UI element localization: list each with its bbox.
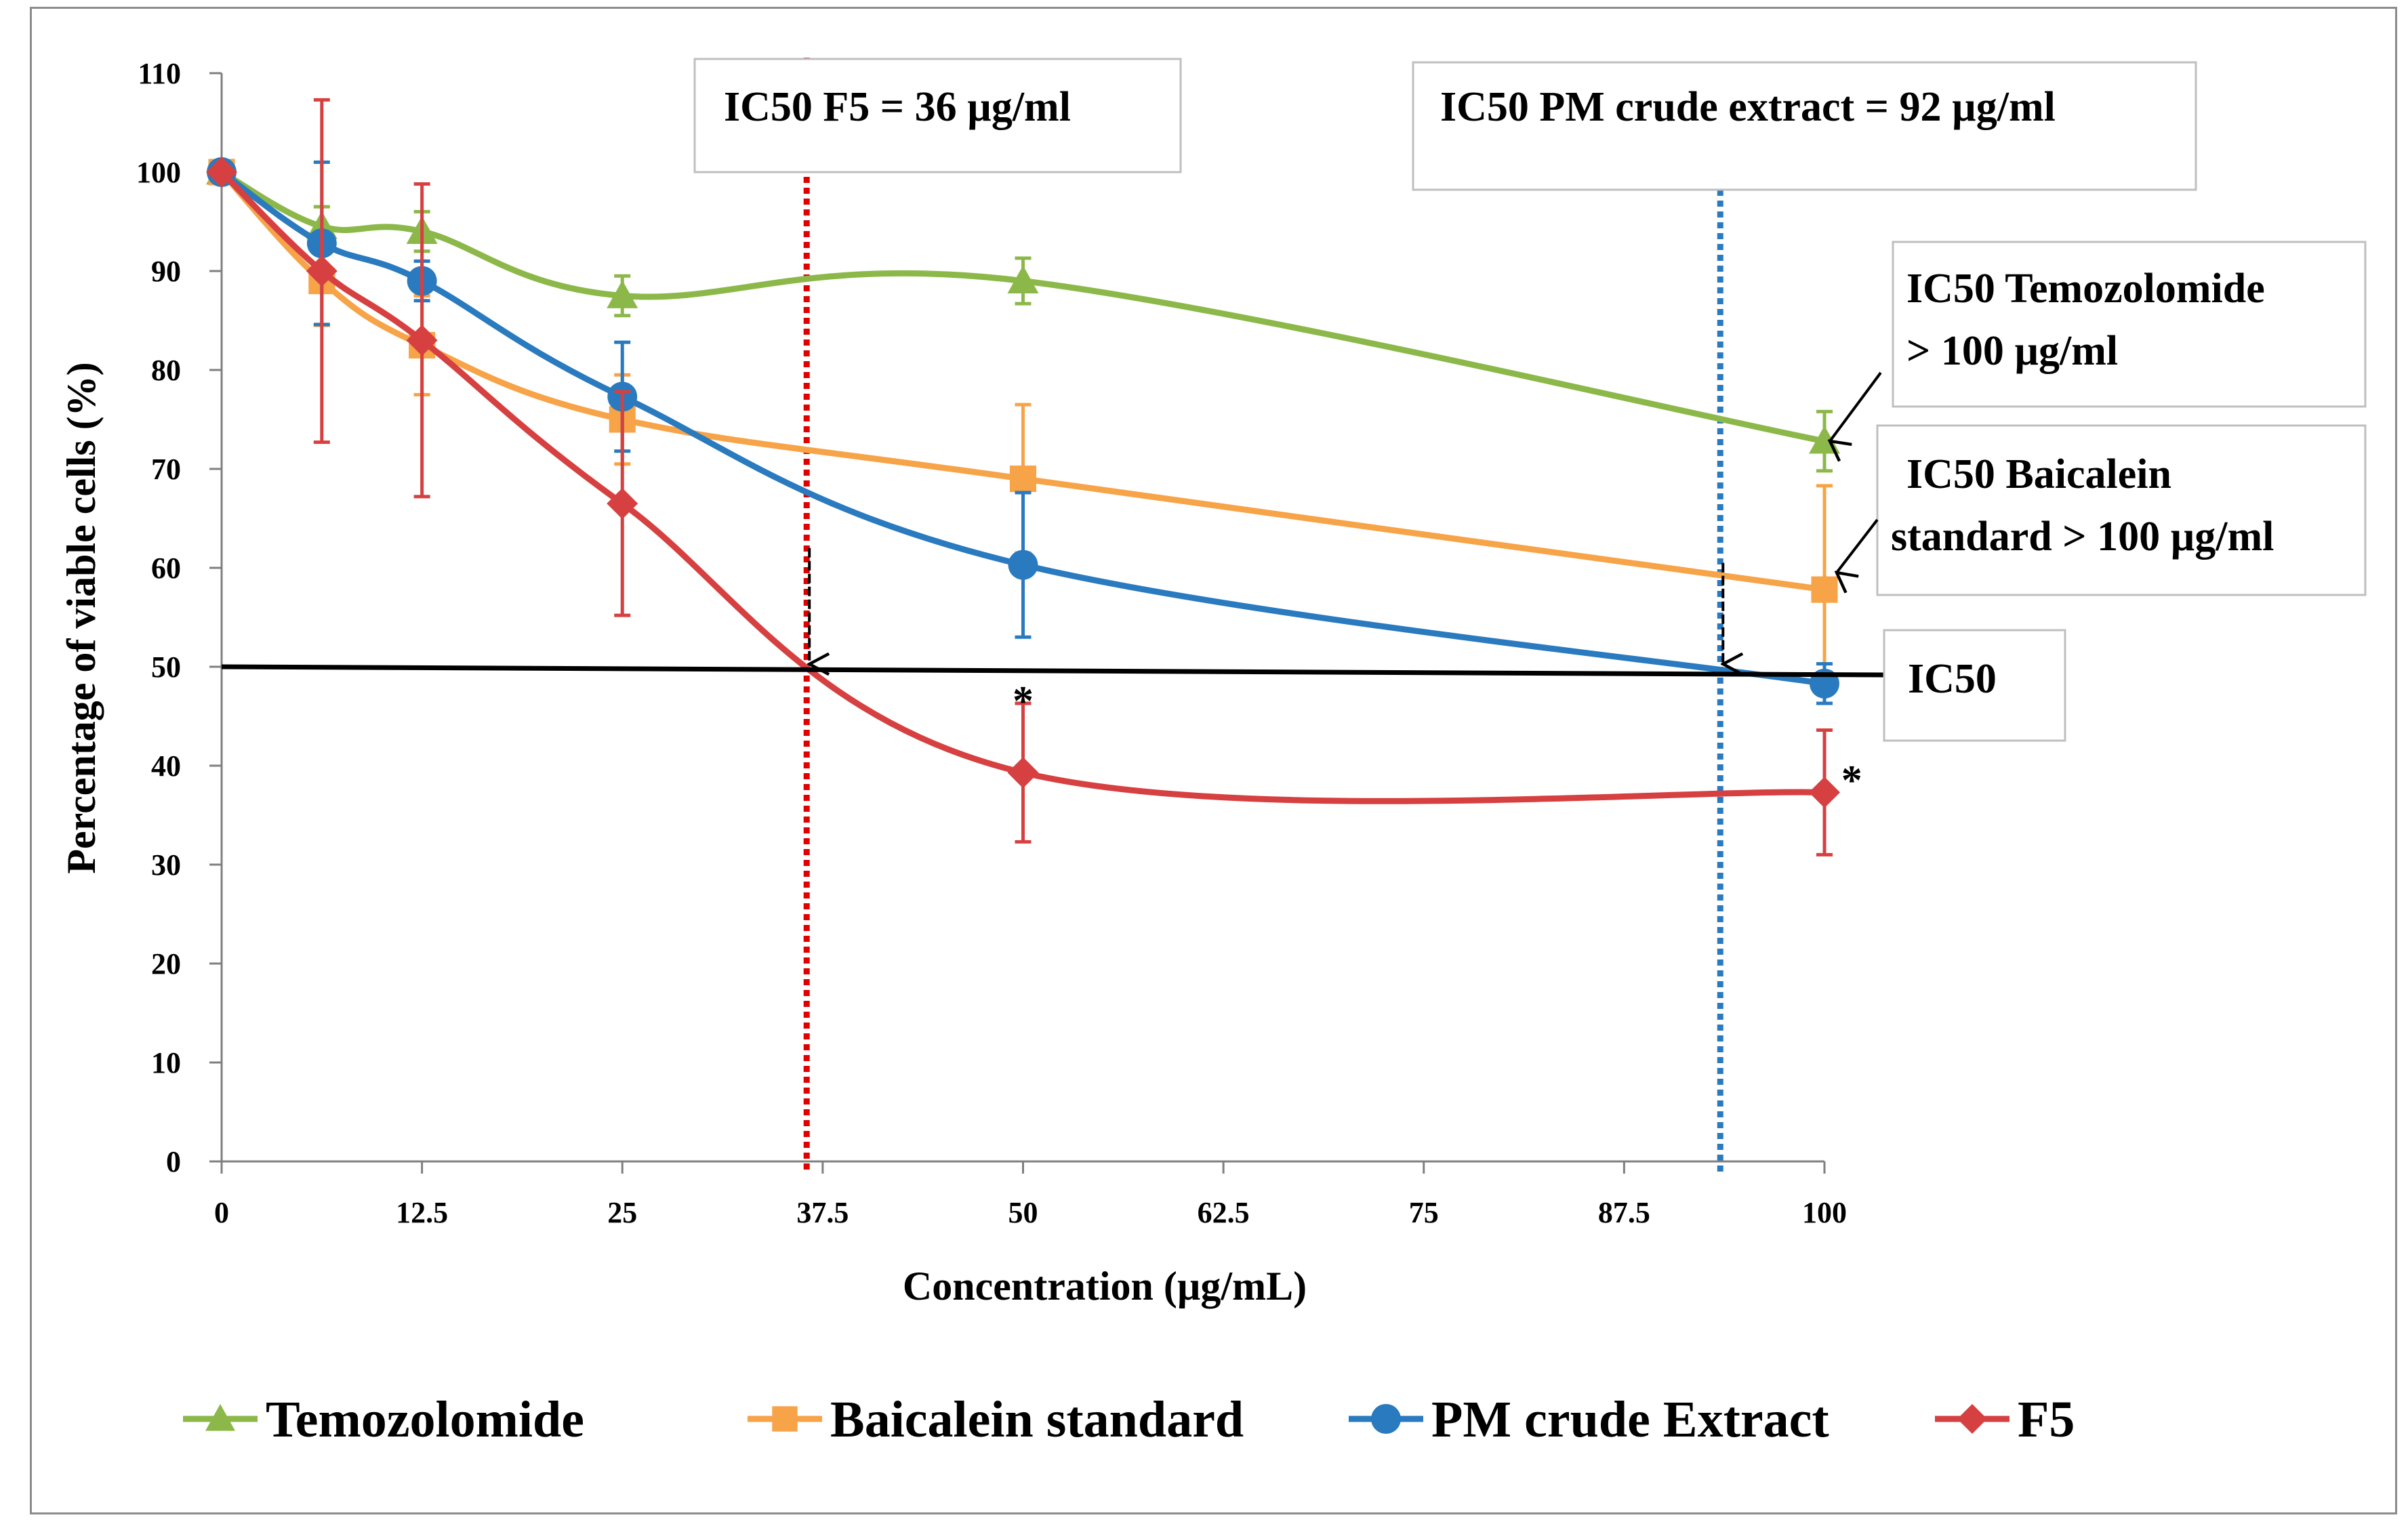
legend-item-pm-crude-extract: PM crude Extract bbox=[1349, 1391, 1829, 1448]
data-point bbox=[1007, 265, 1039, 293]
y-tick-label: 10 bbox=[151, 1046, 181, 1079]
x-tick-label: 50 bbox=[1008, 1196, 1038, 1229]
legend-swatch-marker bbox=[1371, 1404, 1401, 1434]
data-point bbox=[1007, 757, 1039, 789]
annotation-temozolomide-line1: IC50 Temozolomide bbox=[1906, 266, 2265, 312]
legend-label: Baicalein standard bbox=[830, 1391, 1244, 1448]
annotation-baicalein-pointer bbox=[1837, 518, 1879, 573]
annotation-baicalein: IC50 Baicalein standard > 100 µg/ml bbox=[1876, 424, 2367, 596]
y-tick-label: 30 bbox=[151, 848, 181, 882]
ic50-guide-lines bbox=[803, 58, 1723, 1174]
series-line bbox=[219, 169, 1825, 804]
x-tick-label: 75 bbox=[1409, 1196, 1439, 1229]
significance-asterisk: * bbox=[1013, 678, 1034, 724]
significance-marks: ** bbox=[1013, 678, 1862, 804]
legend-label: Temozolomide bbox=[266, 1391, 584, 1448]
annotation-baicalein-line2: standard > 100 µg/ml bbox=[1891, 514, 2274, 560]
legend-item-f5: F5 bbox=[1935, 1391, 2075, 1448]
data-point bbox=[406, 325, 438, 356]
series-f5 bbox=[206, 98, 1840, 856]
data-series bbox=[206, 98, 1840, 856]
significance-asterisk: * bbox=[1841, 758, 1862, 804]
x-tick-label: 62.5 bbox=[1198, 1196, 1250, 1229]
annotation-ic50-text: IC50 bbox=[1908, 656, 1997, 702]
x-tick-label: 25 bbox=[607, 1196, 637, 1229]
legend-swatch-marker bbox=[205, 1404, 235, 1431]
y-tick-label: 50 bbox=[151, 651, 181, 684]
annotation-f5-text: IC50 F5 = 36 µg/ml bbox=[724, 84, 1071, 130]
annotation-f5: IC50 F5 = 36 µg/ml bbox=[693, 58, 1182, 173]
x-tick-label: 87.5 bbox=[1598, 1196, 1650, 1229]
ic50-arrows bbox=[809, 548, 1723, 664]
x-axis-title: Concentration (µg/mL) bbox=[903, 1264, 1307, 1308]
x-tick-label: 100 bbox=[1802, 1196, 1847, 1229]
y-tick-label: 60 bbox=[151, 552, 181, 585]
annotation-temozolomide-pointer bbox=[1830, 371, 1882, 441]
data-point bbox=[607, 488, 638, 520]
annotation-baicalein-line1: IC50 Baicalein bbox=[1906, 451, 2171, 497]
legend-label: F5 bbox=[2018, 1391, 2075, 1448]
legend-item-baicalein-standard: Baicalein standard bbox=[748, 1391, 1244, 1448]
y-tick-label: 90 bbox=[151, 255, 181, 288]
ic50-reference-line bbox=[221, 664, 1885, 678]
series-line bbox=[220, 169, 1825, 445]
annotation-pm: IC50 PM crude extract = 92 µg/ml bbox=[1412, 61, 2197, 191]
legend: Temozolomide Baicalein standard PM crude E… bbox=[183, 1391, 2075, 1448]
data-point bbox=[1811, 576, 1838, 603]
y-tick-label: 100 bbox=[136, 156, 181, 189]
series-line bbox=[220, 169, 1825, 687]
x-tick-label: 12.5 bbox=[396, 1196, 448, 1229]
legend-swatch-marker bbox=[772, 1406, 798, 1432]
y-tick-label: 20 bbox=[151, 947, 181, 980]
y-tick-label: 40 bbox=[151, 749, 181, 783]
x-tick-label: 0 bbox=[214, 1196, 229, 1229]
annotation-pm-text: IC50 PM crude extract = 92 µg/ml bbox=[1440, 84, 2056, 130]
annotation-temozolomide: IC50 Temozolomide > 100 µg/ml bbox=[1892, 241, 2367, 408]
y-tick-label: 110 bbox=[138, 57, 181, 90]
y-tick-label: 70 bbox=[151, 453, 181, 486]
x-axis-ticks: 0 12.5 25 37.5 50 62.5 75 87.5 100 bbox=[214, 1161, 1847, 1229]
annotation-ic50: IC50 bbox=[1883, 629, 2066, 742]
legend-swatch-marker bbox=[1957, 1404, 1987, 1434]
legend-label: PM crude Extract bbox=[1431, 1391, 1829, 1448]
legend-item-temozolomide: Temozolomide bbox=[183, 1391, 584, 1448]
data-point bbox=[206, 157, 237, 188]
y-tick-label: 0 bbox=[166, 1145, 181, 1178]
annotation-temozolomide-line2: > 100 µg/ml bbox=[1906, 328, 2118, 374]
data-point bbox=[1008, 550, 1038, 580]
data-point bbox=[1009, 466, 1037, 493]
annotations: IC50 F5 = 36 µg/ml IC50 PM crude extract… bbox=[693, 58, 2367, 742]
y-tick-label: 80 bbox=[151, 354, 181, 387]
data-point bbox=[306, 255, 338, 287]
data-point bbox=[607, 280, 638, 308]
x-tick-label: 37.5 bbox=[796, 1196, 849, 1229]
y-axis-title: Percentage of viable cells (%) bbox=[59, 362, 104, 873]
y-axis-ticks: 0 10 20 30 40 50 60 70 80 90 100 110 bbox=[136, 57, 222, 1178]
data-point bbox=[1809, 777, 1840, 808]
